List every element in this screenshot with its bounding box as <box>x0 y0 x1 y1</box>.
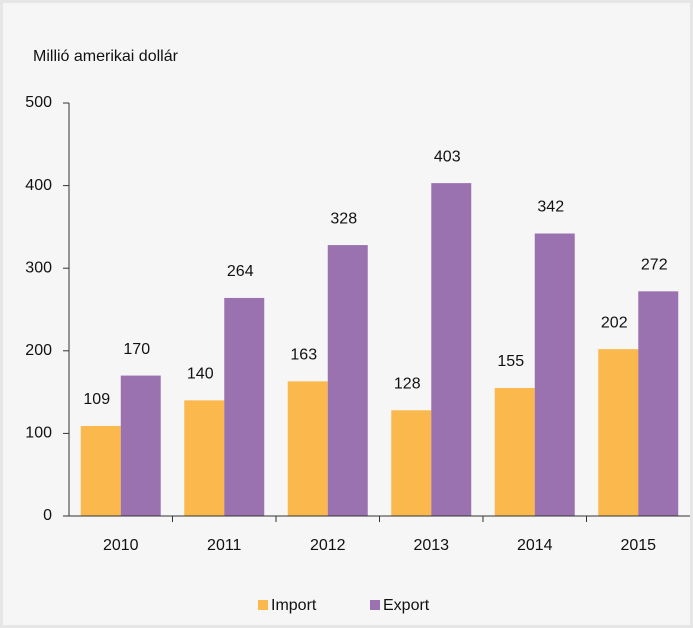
y-tick-label: 200 <box>25 342 52 359</box>
bar <box>391 410 432 516</box>
x-tick-label: 2014 <box>517 537 553 554</box>
y-tick-label: 0 <box>43 507 52 524</box>
bar <box>638 291 679 516</box>
value-label: 342 <box>537 199 564 216</box>
value-label: 140 <box>187 366 214 383</box>
legend-label: Import <box>271 597 317 614</box>
value-label: 128 <box>394 375 421 392</box>
value-label: 163 <box>290 347 317 364</box>
bar <box>534 233 575 516</box>
legend-label: Export <box>383 597 430 614</box>
x-tick-label: 2015 <box>620 537 656 554</box>
value-label: 328 <box>330 210 357 227</box>
bar <box>80 425 121 516</box>
bar <box>494 387 535 516</box>
legend-swatch <box>370 600 380 610</box>
value-label: 109 <box>83 391 110 408</box>
y-tick-label: 100 <box>25 425 52 442</box>
value-label: 202 <box>601 314 628 331</box>
bar <box>327 245 368 516</box>
bar <box>120 375 161 516</box>
x-tick-label: 2012 <box>310 537 346 554</box>
bar <box>431 183 472 516</box>
legend-swatch <box>258 600 268 610</box>
value-label: 170 <box>123 341 150 358</box>
x-tick-label: 2011 <box>207 537 242 554</box>
bar <box>224 297 265 516</box>
y-tick-label: 400 <box>25 177 52 194</box>
bar <box>598 349 639 516</box>
value-label: 155 <box>497 353 524 370</box>
y-tick-label: 300 <box>25 259 52 276</box>
x-tick-label: 2013 <box>413 537 449 554</box>
value-label: 403 <box>434 148 461 165</box>
y-axis-label: Millió amerikai dollár <box>33 48 179 65</box>
y-tick-label: 500 <box>25 94 52 111</box>
x-tick-label: 2010 <box>103 537 139 554</box>
value-label: 264 <box>227 263 254 280</box>
bar <box>287 381 328 516</box>
value-label: 272 <box>641 257 668 274</box>
bar <box>184 400 225 516</box>
